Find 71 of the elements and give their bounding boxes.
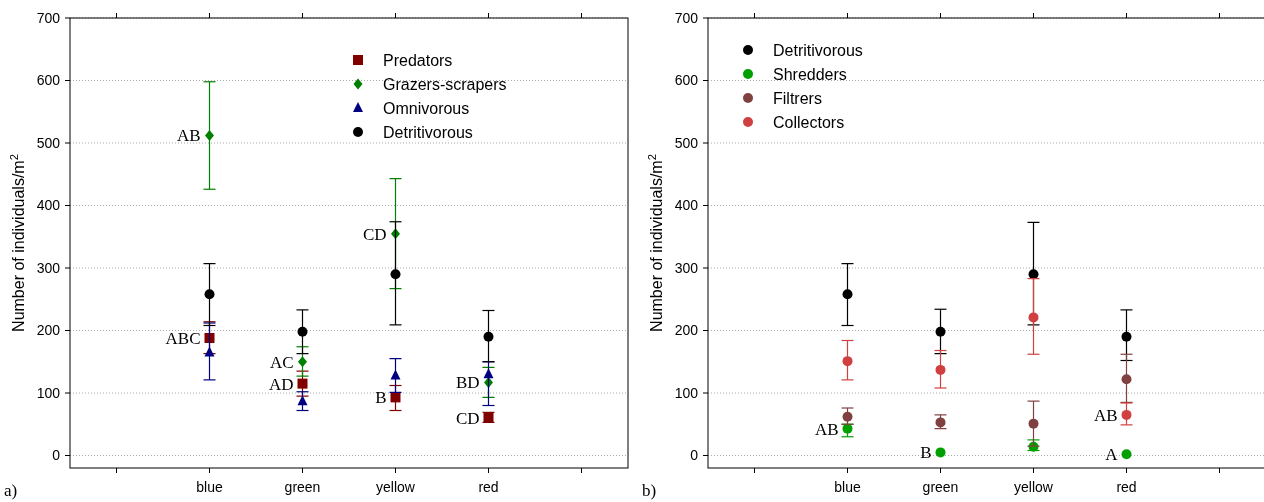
y-tick-label: 300 — [36, 259, 61, 276]
y-tick-label: 100 — [674, 384, 699, 401]
point — [390, 369, 401, 380]
annotation: CD — [455, 408, 480, 428]
annotation: B — [375, 388, 387, 408]
point — [935, 364, 946, 375]
legend-label: Omnivorous — [383, 99, 470, 117]
point — [842, 356, 853, 367]
point — [204, 333, 215, 343]
legend-label: Detritivorous — [773, 41, 863, 59]
annotation: BD — [455, 373, 480, 393]
x-tick-label: green — [922, 479, 959, 495]
point — [483, 368, 494, 379]
point — [298, 356, 307, 368]
annotation: AC — [269, 352, 294, 372]
x-tick-label: yellow — [1014, 479, 1054, 495]
y-tick-label: 0 — [690, 447, 699, 464]
annotation: CD — [362, 224, 387, 244]
y-tick-label: 500 — [674, 134, 699, 151]
point — [842, 289, 853, 300]
y-tick-label: 700 — [36, 9, 61, 26]
text: b) — [642, 481, 657, 500]
point — [935, 447, 946, 458]
point — [204, 289, 215, 300]
legend-label: Grazers-scrapers — [383, 75, 507, 93]
y-tick-label: 400 — [674, 197, 699, 214]
point — [204, 346, 215, 357]
x-tick-label: green — [284, 479, 321, 495]
point — [1028, 312, 1039, 323]
annotation: AD — [268, 374, 294, 394]
y-tick-label: 400 — [36, 197, 61, 214]
y-tick-label: 700 — [674, 9, 699, 26]
y-tick-label: 500 — [36, 134, 61, 151]
y-tick-label: 200 — [36, 322, 61, 339]
legend-label: Detritivorous — [383, 123, 473, 141]
annotation: AB — [814, 419, 839, 439]
annotation: AB — [176, 126, 201, 146]
point — [297, 395, 308, 406]
annotation: AB — [1093, 405, 1118, 425]
legend-label: Filtrers — [773, 89, 822, 107]
point — [297, 378, 308, 389]
y-tick-label: 300 — [674, 259, 699, 276]
point — [842, 411, 853, 422]
y-tick-label: 600 — [674, 72, 699, 89]
point — [1121, 331, 1132, 342]
point — [297, 326, 308, 337]
point — [1028, 418, 1039, 429]
annotation: ABC — [165, 328, 201, 348]
y-tick-label: 100 — [36, 384, 61, 401]
point — [1121, 449, 1132, 460]
point — [205, 130, 214, 141]
y-tick-label: 0 — [52, 447, 61, 464]
x-tick-label: blue — [196, 479, 223, 495]
point — [390, 392, 401, 403]
y-tick-label: 600 — [36, 72, 61, 89]
point — [935, 326, 946, 337]
text: a) — [4, 481, 18, 500]
legend-label: Collectors — [773, 113, 845, 131]
point — [1121, 409, 1132, 420]
x-tick-label: blue — [834, 479, 861, 495]
annotation: B — [920, 443, 932, 463]
y-tick-label: 200 — [674, 322, 699, 339]
legend-label: Shredders — [773, 65, 847, 83]
x-tick-label: red — [1116, 479, 1137, 495]
annotation: A — [1105, 445, 1119, 465]
point — [390, 269, 401, 280]
x-tick-label: yellow — [376, 479, 416, 495]
point — [1121, 374, 1132, 385]
point — [483, 331, 494, 342]
legend-label: Predators — [383, 51, 453, 69]
x-tick-label: red — [478, 479, 499, 495]
